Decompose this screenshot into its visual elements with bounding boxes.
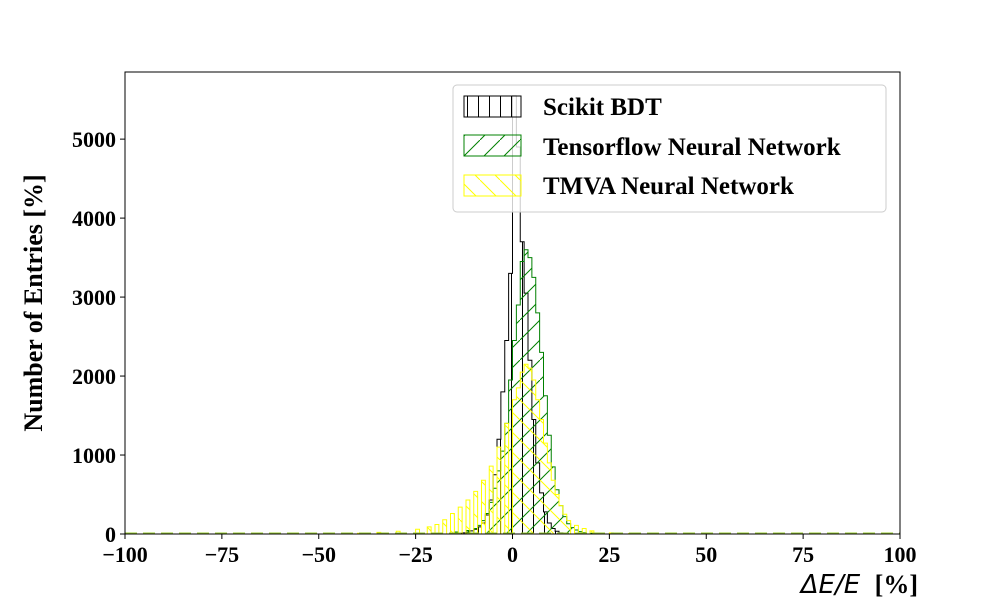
legend-entry-scikit-bdt: Scikit BDT: [463, 94, 662, 121]
x-axis-ticks: −100 −75 −50 −25 0 25 50 75 100: [102, 534, 917, 567]
y-tick-label: 2000: [72, 364, 116, 389]
y-tick-label: 1000: [72, 443, 116, 468]
x-tick-label: 0: [507, 542, 518, 567]
y-tick-label: 5000: [72, 127, 116, 152]
x-tick-label: −25: [398, 542, 433, 567]
y-axis-label: Number of Entries [%]: [19, 174, 48, 431]
x-tick-label: −75: [205, 542, 240, 567]
x-tick-label: 100: [884, 542, 917, 567]
legend-entry-tensorflow: Tensorflow Neural Network: [463, 134, 841, 161]
x-axis-label: ΔE/E [%]: [799, 570, 918, 600]
legend-swatch-tmva: [463, 174, 522, 197]
legend-swatch-tensorflow: [463, 134, 522, 157]
x-axis-label-unit: [%]: [875, 570, 918, 599]
x-tick-label: 25: [598, 542, 620, 567]
x-tick-label: 50: [695, 542, 717, 567]
legend-label-tensorflow: Tensorflow Neural Network: [543, 134, 841, 161]
legend-swatch-scikit-bdt: [463, 95, 522, 118]
legend-label-scikit-bdt: Scikit BDT: [543, 94, 662, 121]
x-tick-label: −50: [301, 542, 336, 567]
legend: Scikit BDT Tensorflow Neural Network TMV…: [452, 84, 887, 213]
x-tick-label: −100: [102, 542, 148, 567]
legend-label-tmva: TMVA Neural Network: [543, 173, 794, 200]
legend-entry-tmva: TMVA Neural Network: [463, 173, 794, 200]
y-tick-label: 0: [105, 522, 116, 547]
x-tick-label: 75: [792, 542, 814, 567]
y-axis-ticks: 0 1000 2000 3000 4000 5000: [72, 127, 125, 547]
y-tick-label: 4000: [72, 206, 116, 231]
x-axis-label-math: ΔE/E: [799, 570, 861, 600]
legend-box: [452, 84, 887, 213]
y-tick-label: 3000: [72, 285, 116, 310]
series-fill-scikit-bdt: [454, 95, 567, 534]
